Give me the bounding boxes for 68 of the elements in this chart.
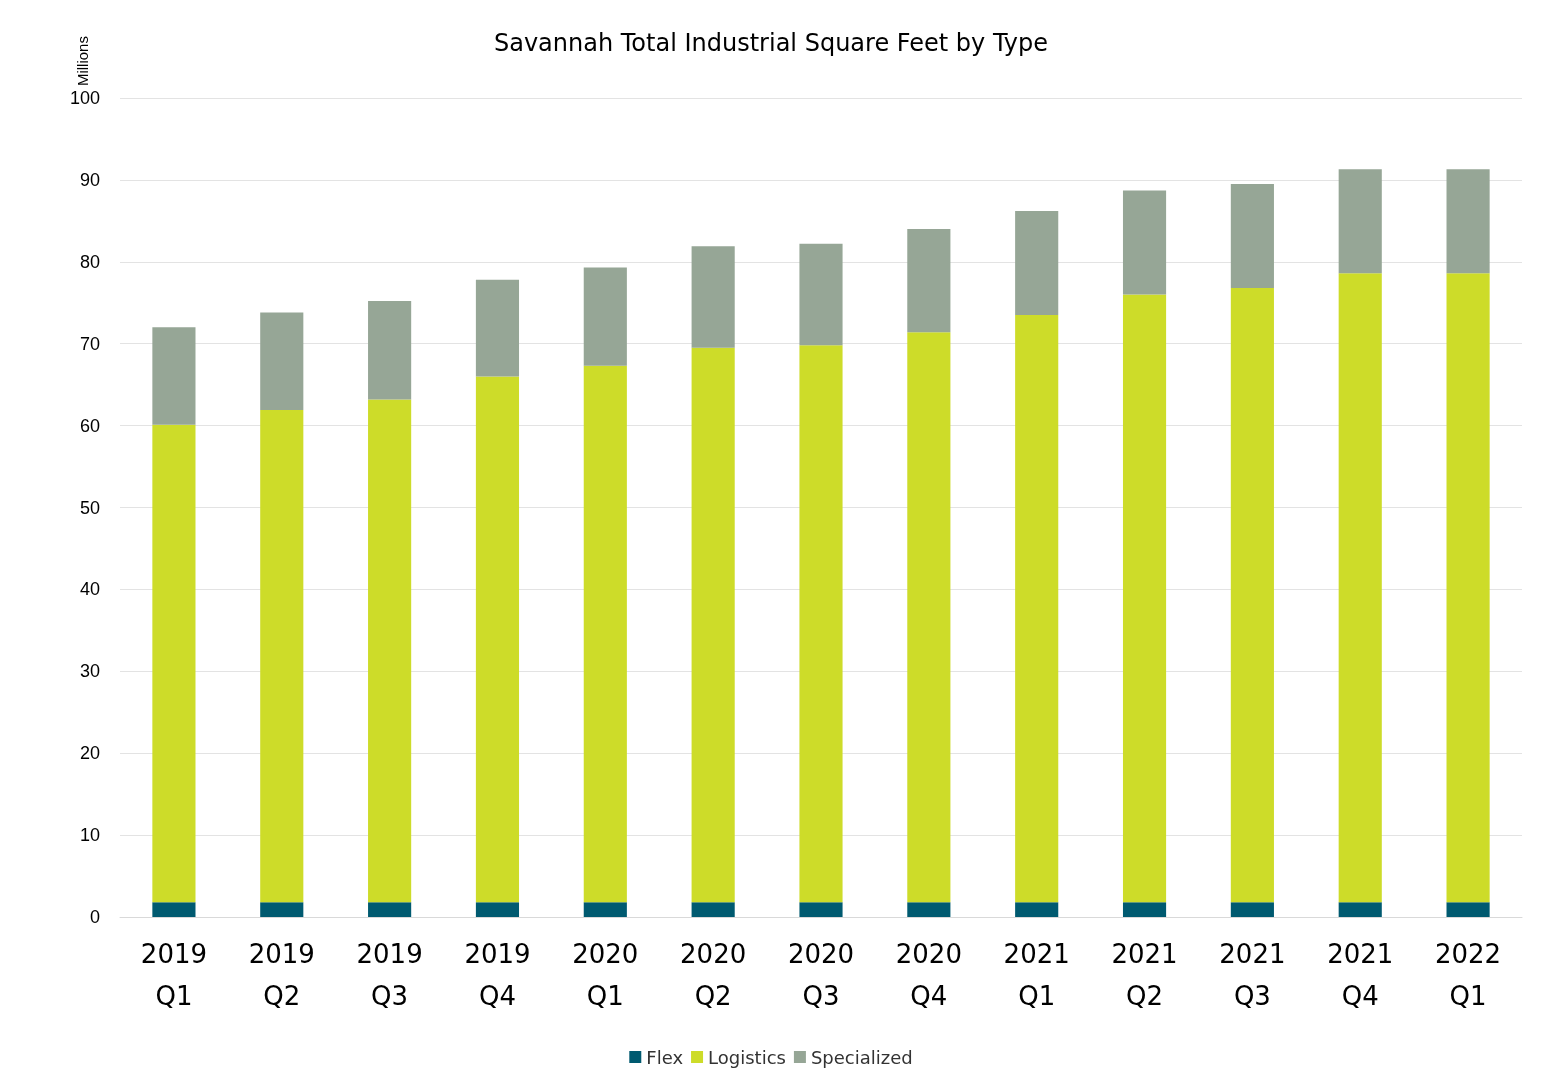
bar — [1230, 902, 1274, 917]
bar — [1446, 902, 1490, 917]
x-tick-label: 2020 Q3 — [787, 939, 855, 1011]
bar — [152, 902, 196, 917]
bar — [1122, 190, 1167, 295]
bar — [907, 332, 951, 903]
bar — [799, 345, 843, 903]
bar — [907, 229, 951, 333]
y-tick-label: 0 — [89, 907, 100, 927]
y-tick-label: 30 — [79, 661, 100, 682]
bar — [1015, 315, 1059, 903]
bar — [152, 424, 196, 903]
bar — [1446, 273, 1490, 903]
y-tick-label: 100 — [69, 88, 100, 108]
bar — [1338, 273, 1382, 903]
y-tick-label: 70 — [79, 333, 100, 354]
y-tick-label: 80 — [79, 251, 100, 272]
bar — [368, 399, 412, 903]
bar — [1230, 183, 1274, 289]
x-tick-label: 2021 Q4 — [1327, 939, 1394, 1011]
bar — [1446, 169, 1490, 274]
bar — [691, 347, 735, 903]
y-tick-label: 40 — [79, 579, 100, 600]
bar — [368, 902, 412, 917]
bar — [1015, 902, 1059, 917]
bar — [1122, 294, 1167, 903]
y-tick-label: 90 — [79, 169, 100, 190]
x-tick-label: 2022 Q1 — [1434, 939, 1502, 1011]
bar — [475, 902, 520, 917]
bar — [691, 246, 735, 348]
bar — [475, 279, 520, 377]
bar — [1122, 902, 1167, 917]
bar — [368, 301, 412, 400]
x-tick-label: 2020 Q4 — [895, 939, 962, 1011]
x-tick-label: 2021 Q1 — [1003, 939, 1070, 1011]
bar — [799, 243, 843, 346]
bar — [907, 902, 951, 917]
bar — [260, 902, 304, 917]
bar — [475, 376, 520, 903]
bar — [691, 902, 735, 917]
legend-label: Logistics — [708, 1046, 786, 1068]
bar — [1230, 288, 1274, 903]
x-tick-label: 2021 Q3 — [1219, 939, 1286, 1011]
bar — [799, 902, 843, 917]
bar — [260, 410, 304, 903]
y-tick-label: 50 — [79, 497, 100, 518]
bar — [260, 312, 304, 411]
x-tick-label: 2019 Q4 — [464, 939, 531, 1011]
x-tick-label: 2019 Q1 — [140, 939, 208, 1011]
bar — [1338, 169, 1382, 274]
legend-label: Specialized — [810, 1046, 913, 1068]
y-tick-label: 20 — [79, 743, 100, 764]
y-tick-label: 10 — [79, 825, 100, 846]
chart-title: Savannah Total Industrial Square Feet by Type — [493, 29, 1049, 57]
x-tick-label: 2021 Q2 — [1111, 939, 1178, 1011]
x-tick-label: 2019 Q3 — [356, 939, 423, 1011]
bar — [583, 267, 627, 366]
bar — [583, 902, 627, 917]
legend-label: Flex — [646, 1046, 684, 1068]
y-tick-label: 60 — [79, 415, 100, 436]
bar — [583, 365, 627, 903]
y-axis-title: Millions — [74, 36, 91, 87]
bar — [152, 327, 196, 425]
bar — [1015, 211, 1059, 316]
x-tick-label: 2020 Q1 — [572, 939, 639, 1011]
x-tick-label: 2019 Q2 — [248, 939, 315, 1011]
bar — [1338, 902, 1382, 917]
x-tick-label: 2020 Q2 — [680, 939, 747, 1011]
